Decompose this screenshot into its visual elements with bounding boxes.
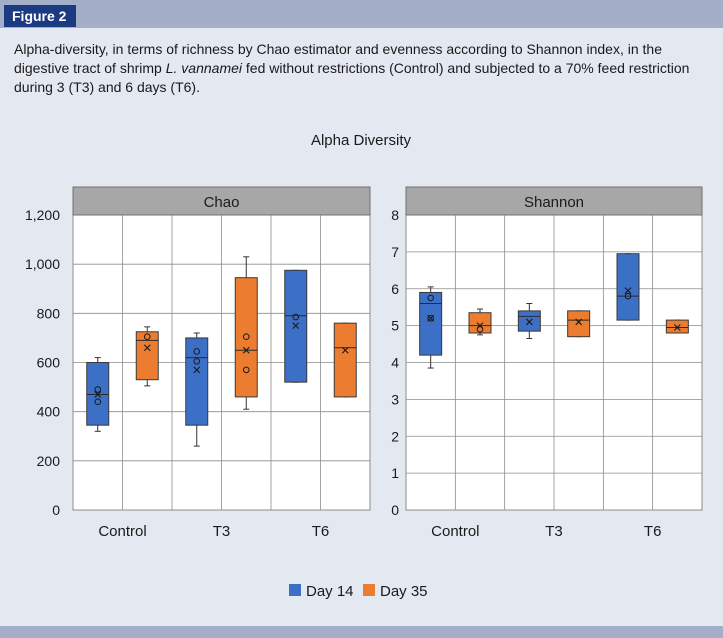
shannon-day-14-mean-marker [427, 314, 435, 322]
shannon-day-14-box [419, 291, 443, 356]
chao-day-14-point-marker [94, 386, 102, 393]
shannon-day-14-mean-marker [624, 287, 632, 294]
chao-day-14-mean-marker [292, 322, 300, 330]
shannon-day-35-box [468, 312, 492, 334]
figure-label: Figure 2 [4, 5, 77, 27]
shannon-day-35-mean-marker [673, 324, 681, 331]
chao-y-tick-label: 400 [37, 404, 61, 420]
chao-x-tick-label: Control [98, 523, 146, 540]
chao-day-14-point-marker [292, 313, 300, 321]
chao-y-tick-label: 1,000 [25, 256, 60, 272]
shannon-x-tick-label: T3 [545, 523, 563, 540]
chao-x-tick-label: T3 [213, 523, 231, 540]
shannon-day-35-mean-marker [575, 318, 583, 326]
figure-header-band [0, 0, 723, 28]
chao-day-14-point-marker [193, 348, 201, 355]
shannon-day-35-box [567, 310, 591, 338]
figure-footer-band [0, 626, 723, 638]
chao-day-35-mean-marker [341, 346, 349, 354]
chao-day-14-mean-marker [193, 366, 201, 374]
shannon-y-tick-label: 1 [391, 465, 399, 481]
chao-y-tick-label: 1,200 [25, 207, 60, 223]
shannon-y-tick-label: 5 [391, 318, 399, 334]
shannon-day-35-point-marker [476, 326, 484, 333]
shannon-y-tick-label: 0 [391, 502, 399, 518]
shannon-y-tick-label: 3 [391, 391, 399, 407]
legend-swatch-day-14 [289, 584, 301, 596]
legend-swatch-day-35 [363, 584, 375, 596]
shannon-day-35-mean-marker [476, 322, 484, 330]
caption-text-start: Alpha-diversity, in terms of richness by… [14, 41, 662, 76]
shannon-x-tick-label: T6 [644, 523, 662, 540]
shannon-day-14-box [616, 253, 640, 321]
chao-panel-title: Chao [204, 194, 240, 211]
shannon-panel-title: Shannon [524, 194, 584, 211]
chart-title: Alpha Diversity [311, 132, 412, 149]
chao-y-tick-label: 800 [37, 305, 61, 321]
chao-y-tick-label: 200 [37, 453, 61, 469]
chao-y-tick-label: 600 [37, 355, 61, 371]
shannon-day-14-point-marker [427, 294, 434, 302]
chao-day-35-mean-marker [143, 344, 151, 352]
chao-day-14-box [185, 337, 209, 426]
chao-day-14-point-marker [193, 357, 201, 365]
figure-caption: Alpha-diversity, in terms of richness by… [14, 40, 704, 97]
chao-day-14-mean-marker [94, 391, 102, 398]
shannon-y-tick-label: 8 [391, 207, 399, 223]
chao-x-tick-label: T6 [312, 523, 330, 540]
chao-day-35-point-marker [143, 333, 151, 340]
chao-day-35-point-marker [242, 333, 250, 340]
shannon-y-tick-label: 6 [391, 281, 399, 297]
chao-y-tick-label: 0 [52, 502, 60, 518]
shannon-y-tick-label: 2 [391, 428, 399, 444]
shannon-panel-header [405, 186, 703, 216]
chao-day-35-box [333, 322, 357, 398]
shannon-day-14-point-marker [624, 292, 632, 300]
chao-day-35-mean-marker [242, 346, 250, 354]
shannon-day-14-box [517, 310, 541, 332]
chao-panel-header [72, 186, 371, 216]
chao-day-35-box [135, 331, 159, 381]
shannon-day-14-point-marker [427, 314, 434, 322]
shannon-day-35-box [665, 319, 689, 334]
legend-label-day-14: Day 14 [306, 583, 354, 600]
chao-day-35-box [234, 277, 258, 398]
shannon-y-tick-label: 4 [391, 355, 399, 371]
chao-day-14-point-marker [94, 398, 102, 406]
caption-species-name: L. vannamei [165, 60, 243, 76]
shannon-x-tick-label: Control [431, 523, 479, 540]
shannon-y-tick-label: 7 [391, 244, 399, 260]
chao-day-35-point-marker [242, 366, 250, 374]
caption-text-end: fed without restrictions (Control) and s… [14, 60, 690, 95]
shannon-day-14-mean-marker [525, 318, 533, 326]
legend-label-day-35: Day 35 [380, 583, 428, 600]
